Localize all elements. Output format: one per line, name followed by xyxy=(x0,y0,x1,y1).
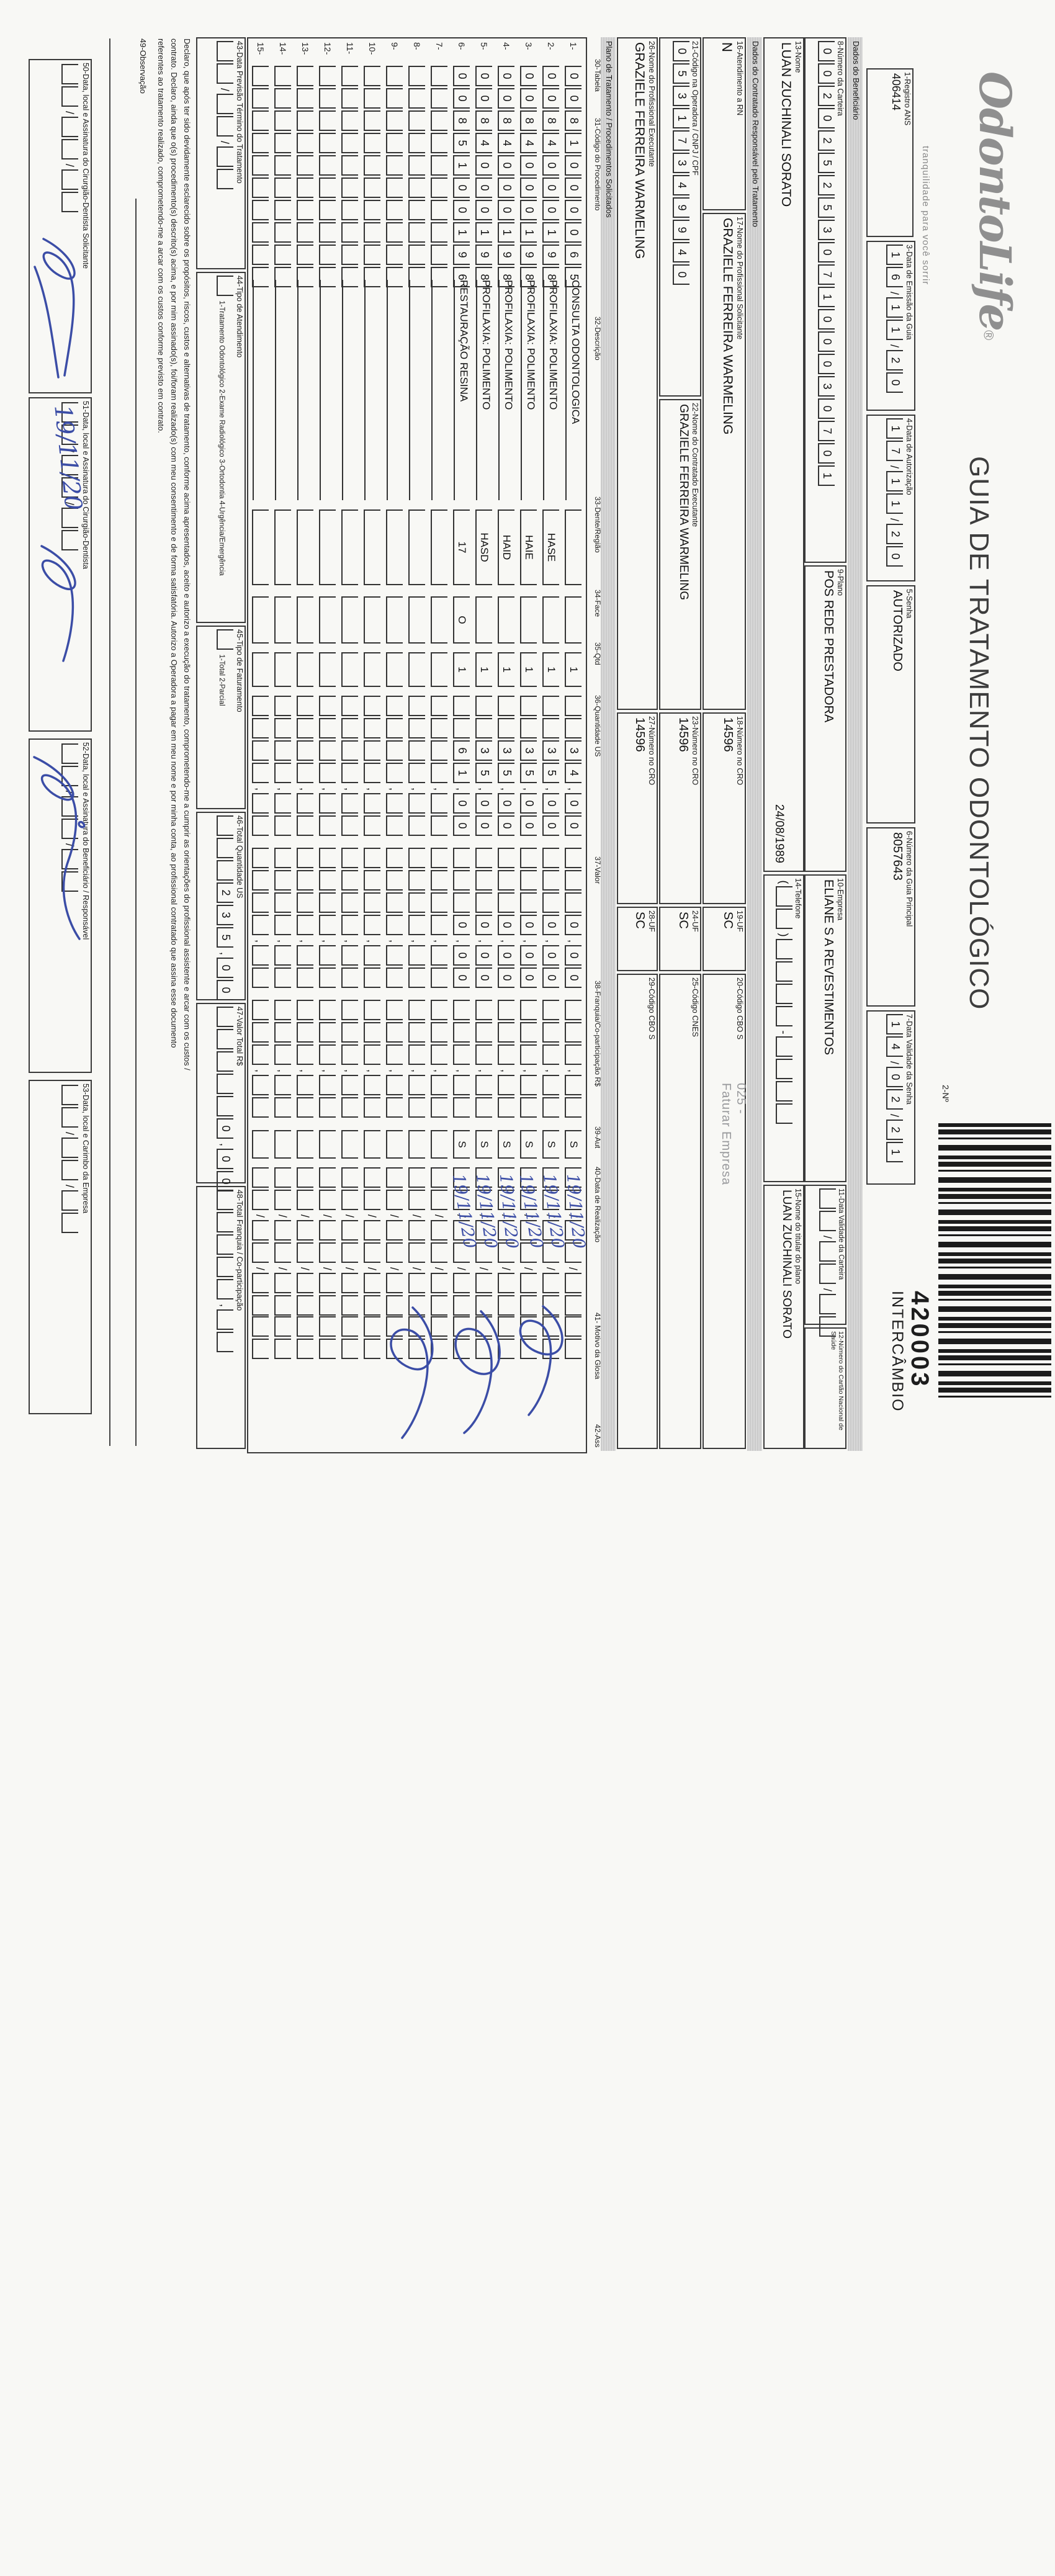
field-nome-titular: 15-Nome do titular do plano LUAN ZUCHINA… xyxy=(763,1185,804,1449)
section-dados-contratado: Dados do Contratado Responsável pelo Tra… xyxy=(747,37,762,1451)
column-header: 42-Ass xyxy=(593,1424,602,1448)
handwritten-signature-scribbles xyxy=(390,1305,563,1439)
section-plano-tratamento: Plano de Tratamento / Procedimentos Soli… xyxy=(601,37,616,1451)
data-nascimento: 24/08/1989 xyxy=(773,804,786,863)
logo-tagline: tranquilidade para você sorrir xyxy=(920,146,931,285)
procedure-table: 1- 0081000065 CONSULTA ODONTOLOGICA 1 34,00 0… xyxy=(247,37,588,1453)
field-tipo-atendimento: 44-Tipo de Atendimento 1-Tratamento Odon… xyxy=(196,272,246,623)
field-contratado-executante: 22-Nome do Contratado Executante GRAZIEL… xyxy=(659,399,701,710)
field-atendimento-rn: 16-Atendimento a RN N xyxy=(703,37,746,210)
procedure-row: 11-,,,// xyxy=(339,41,361,1450)
field-uf-executante: 24-UF SC xyxy=(659,907,701,971)
field-total-quantidade-us: 46-Total Quantidade US 235,00 xyxy=(196,812,246,1000)
odontolife-logo: OdontoLife® xyxy=(969,71,1021,340)
field-tipo-faturamento: 45-Tipo de Faturamento 1-Total 2-Parcial xyxy=(196,626,246,809)
procedure-row: 14-,,,// xyxy=(272,41,294,1450)
column-header: 33-Dente/Região xyxy=(593,496,602,553)
column-header: 39-Aut xyxy=(593,1126,602,1149)
procedure-row: 6- 0085100196 RESTAURAÇÃO RESINA 17 O 1 61,00 0… xyxy=(449,41,479,1450)
field-cbo-executante: 29-Código CBO S xyxy=(617,974,658,1449)
procedure-row: 12-,,,// xyxy=(316,41,339,1450)
scanned-document: { "meta": { "title": "GUIA DE TRATAMENTO… xyxy=(29,37,1051,1453)
column-header: 35-Qtd xyxy=(593,642,602,665)
registered-trademark-icon: ® xyxy=(981,330,997,341)
column-header: 36-Quantidade US xyxy=(593,695,602,757)
procedure-row: 10-,,,// xyxy=(361,41,384,1450)
section-dados-beneficiario: Dados do Beneficiário xyxy=(848,37,863,1451)
signature-label: 53-Data, local e Carimbo da Empresa xyxy=(81,1084,90,1214)
signature-beneficiario xyxy=(33,756,86,940)
column-header: 31-Código do Procedimento xyxy=(593,118,602,211)
tipo-atendimento-options: 1-Tratamento Odontológico 2-Exame Radiol… xyxy=(218,300,225,576)
procedure-row: 9-,,,// xyxy=(384,41,406,1450)
field-data-emissao: 3-Data de Emissão da Guia 16/11/20 xyxy=(866,241,915,411)
column-header: 41- Motivo da Glosa xyxy=(593,1313,602,1380)
signature-dentist-solicitante xyxy=(34,238,76,379)
tipo-faturamento-options: 1-Total 2-Parcial xyxy=(218,654,225,706)
column-header: 38-Franquia/Co-participação R$ xyxy=(593,981,602,1087)
field-empresa: 10-Empresa ELIANE S A REVESTIMENTOS xyxy=(804,874,846,1182)
procedure-row: 15-,,,// xyxy=(249,41,272,1450)
field-uf-prof-executante: 28-UF SC xyxy=(617,907,658,971)
barcode xyxy=(938,1123,1051,1402)
column-header: 40-Data de Realização xyxy=(593,1167,602,1243)
field-numero-carteira: 8-Número da Carteira 0020252530710003070… xyxy=(804,37,846,563)
field-cro-executante: 23-Número no CRO 14596 xyxy=(659,712,701,904)
column-header: 32-Descrição xyxy=(593,316,602,361)
field-plano: 9-Plano POS REDE PRESTADORA xyxy=(804,565,846,872)
field-registro-ans: 1-Registro ANS 406414 xyxy=(866,68,914,237)
field-cartao-nacional-saude: 12-Número do Cartão Nacional de Saúde xyxy=(804,1327,846,1449)
field-validade-carteira: 11-Data Validade da Carteira // xyxy=(804,1185,846,1337)
field-previsao-termino: 43-Data Previsão Término do Tratamento /… xyxy=(196,37,246,269)
field-telefone: 14-Telefone ()- xyxy=(763,874,804,1182)
form-title: GUIA DE TRATAMENTO ODONTOLÓGICO xyxy=(964,456,994,1010)
procedure-row: 8-,,,// xyxy=(406,41,428,1450)
observacao-line xyxy=(135,199,137,1446)
declaration-text: Declaro, que após ter sido devidamente e… xyxy=(156,38,192,1070)
column-header: 37-Valor xyxy=(593,856,602,884)
procedure-row: 3- 0084000198 PROFILAXIA: POLIMENTO HAIE 1 35… xyxy=(516,41,546,1450)
column-header: 30-Tabela xyxy=(593,59,602,92)
barcode-number: 420003 xyxy=(906,1291,933,1389)
field-nome-beneficiario: 13-Nome LUAN ZUCHINALI SORATO 24/08/1989 xyxy=(763,37,804,872)
column-header: 34-Face xyxy=(593,590,602,617)
procedure-row: 13-,,,// xyxy=(294,41,316,1450)
field-data-validade-senha: 7-Data Validade da Senha 14/02/21 xyxy=(866,1010,915,1185)
field-cbo-solicitante: 20-Código CBO S xyxy=(703,974,746,1449)
barcode-subtext: INTERCÂMBIO xyxy=(889,1291,906,1412)
field-senha: 5-Senha AUTORIZADO xyxy=(866,585,915,824)
signature-dentist xyxy=(40,545,76,662)
field-data-autorizacao: 4-Data de Autorização 17/11/20 xyxy=(866,415,915,581)
field-total-franquia: 48-Total Franquia / Co-participação , xyxy=(196,1186,246,1449)
field-cro-solicitante: 18-Número no CRO 14596 xyxy=(703,712,746,904)
field-codigo-operadora: 21-Código na Operadora / CNPJ / CPF 0531… xyxy=(659,37,701,397)
field-numero-guia-principal: 6-Número da Guia Principal 8057643 xyxy=(866,827,915,1007)
field-prof-solicitante: 17-Nome do Profissional Solicitante GRAZ… xyxy=(703,213,746,710)
logo-wordmark: OdontoLife xyxy=(969,71,1021,330)
observacao-label: 49-Observação xyxy=(138,38,148,94)
signature-box: 53-Data, local e Carimbo da Empresa// xyxy=(29,1080,92,1414)
procedure-row: 7-,,,// xyxy=(428,41,451,1450)
observacao-line xyxy=(109,38,110,1446)
field-uf-solicitante: 19-UF SC xyxy=(703,907,746,971)
field-cnes: 25-Código CNES xyxy=(659,974,701,1449)
field-valor-total: 47-Valor Total R$ 0,00 xyxy=(196,1003,246,1192)
signature-date-boxes: // xyxy=(59,1081,81,1413)
faturar-empresa-overlay: 025 - Faturar Empresa xyxy=(719,1083,748,1186)
form-number-label: 2-Nº xyxy=(941,1085,951,1102)
guia-odontologica-form: OdontoLife® tranquilidade para você sorr… xyxy=(29,37,1051,1453)
field-cro-prof-executante: 27-Número no CRO 14596 xyxy=(617,712,658,904)
field-prof-executante: 26-Nome do Profissional Executante GRAZI… xyxy=(617,37,658,710)
